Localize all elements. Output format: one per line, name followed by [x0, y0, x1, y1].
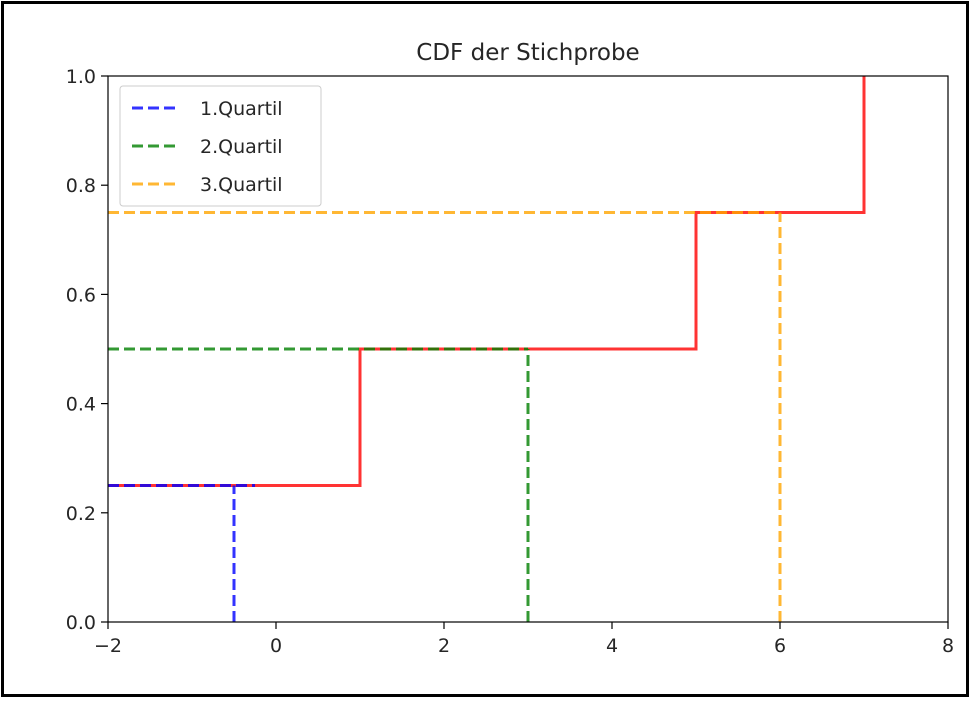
legend-label-1: 1.Quartil [200, 98, 283, 120]
y-tick-label: 0.6 [66, 284, 96, 306]
x-tick-label: −2 [94, 635, 122, 657]
y-tick-label: 0.2 [66, 503, 96, 525]
x-tick-label: 2 [438, 635, 450, 657]
y-tick-label: 0.8 [66, 175, 96, 197]
plot-layer [108, 76, 866, 622]
y-tick-label: 1.0 [66, 66, 96, 88]
chart-title: CDF der Stichprobe [416, 40, 639, 66]
x-tick-label: 8 [942, 635, 954, 657]
legend-label-2: 2.Quartil [200, 136, 283, 158]
y-tick-label: 0.4 [66, 394, 96, 416]
x-tick-label: 0 [270, 635, 282, 657]
axis-ticks: −2 0 2 4 6 8 0.0 0.2 0.4 0.6 0.8 1.0 [66, 66, 954, 657]
y-tick-label: 0.0 [66, 612, 96, 634]
legend-label-3: 3.Quartil [200, 174, 283, 196]
plot-area-border [107, 75, 949, 623]
cdf-step-line [108, 76, 866, 487]
legend-box [119, 85, 322, 207]
x-tick-label: 6 [774, 635, 786, 657]
legend: 1.Quartil 2.Quartil 3.Quartil [119, 85, 322, 207]
x-tick-label: 4 [606, 635, 618, 657]
